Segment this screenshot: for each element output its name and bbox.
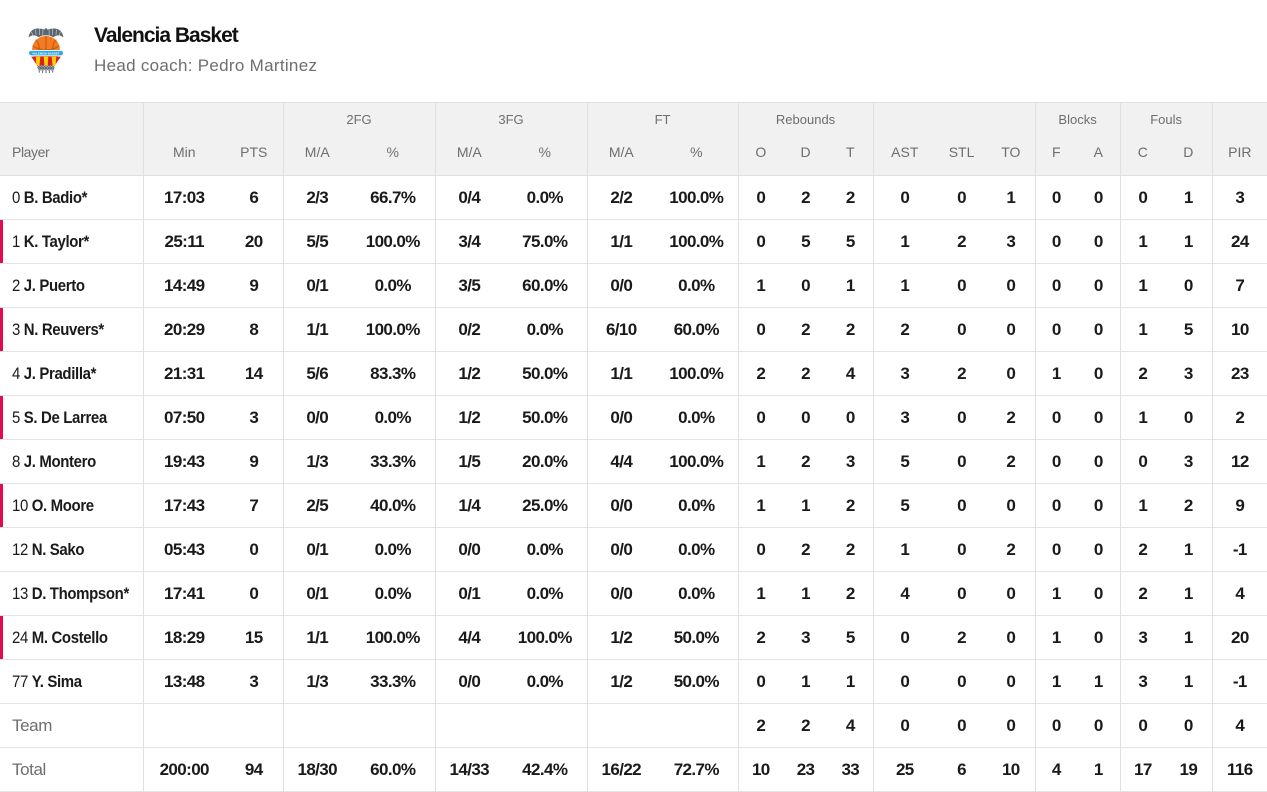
svg-text:VALENCIA BASKET: VALENCIA BASKET — [32, 51, 60, 55]
